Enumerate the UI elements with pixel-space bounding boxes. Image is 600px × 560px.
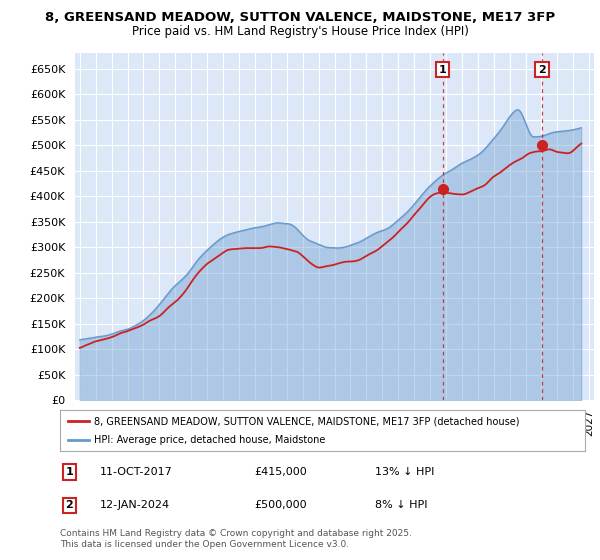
Text: 13% ↓ HPI: 13% ↓ HPI	[375, 467, 434, 477]
Text: 1: 1	[439, 64, 446, 74]
Text: Contains HM Land Registry data © Crown copyright and database right 2025.
This d: Contains HM Land Registry data © Crown c…	[60, 529, 412, 549]
Text: 2: 2	[65, 501, 73, 510]
Text: HPI: Average price, detached house, Maidstone: HPI: Average price, detached house, Maid…	[94, 435, 325, 445]
Text: 8, GREENSAND MEADOW, SUTTON VALENCE, MAIDSTONE, ME17 3FP: 8, GREENSAND MEADOW, SUTTON VALENCE, MAI…	[45, 11, 555, 24]
Text: Price paid vs. HM Land Registry's House Price Index (HPI): Price paid vs. HM Land Registry's House …	[131, 25, 469, 38]
Text: 8, GREENSAND MEADOW, SUTTON VALENCE, MAIDSTONE, ME17 3FP (detached house): 8, GREENSAND MEADOW, SUTTON VALENCE, MAI…	[94, 417, 520, 426]
Text: 12-JAN-2024: 12-JAN-2024	[100, 501, 170, 510]
Text: 1: 1	[65, 467, 73, 477]
Text: £415,000: £415,000	[254, 467, 307, 477]
Text: 8% ↓ HPI: 8% ↓ HPI	[375, 501, 427, 510]
Text: 11-OCT-2017: 11-OCT-2017	[100, 467, 172, 477]
Text: 2: 2	[538, 64, 546, 74]
Text: £500,000: £500,000	[254, 501, 307, 510]
